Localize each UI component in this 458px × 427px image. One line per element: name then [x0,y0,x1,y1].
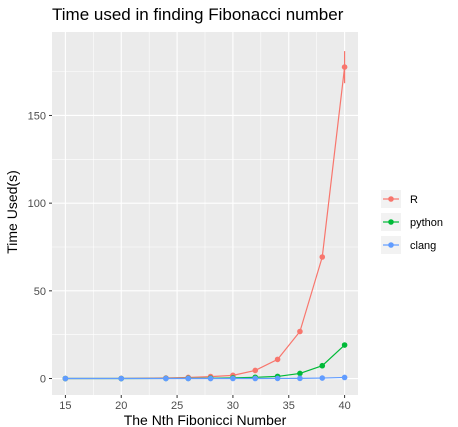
legend-label: R [410,194,418,206]
data-point-clang [252,375,259,382]
x-axis-title: The Nth Fibonicci Number [124,412,287,427]
x-tick-label: 30 [227,400,239,412]
y-axis: 0 50 100 150 [28,110,52,386]
legend-item-r: R [381,190,418,208]
x-tick-label: 15 [59,400,71,412]
y-tick-label: 50 [34,286,46,298]
data-point-clang [319,375,326,381]
data-point-r [274,356,281,363]
data-point-clang [274,375,281,382]
data-point-r [341,64,348,70]
data-point-r [297,328,303,335]
data-point-clang [297,375,303,382]
data-point-python [341,342,348,348]
legend-item-python: python [381,213,443,231]
x-tick-label: 20 [115,400,127,412]
data-point-clang [118,375,125,382]
data-point-r [252,367,259,374]
legend-item-clang: clang [381,236,436,254]
chart-title: Time used in finding Fibonacci number [52,5,344,24]
data-point-r [319,254,326,260]
data-point-python [319,362,326,369]
data-point-clang [185,375,192,382]
x-tick-label: 35 [283,400,295,412]
data-point-clang [207,375,214,382]
legend-label: clang [410,240,436,252]
legend-key-point [388,242,394,248]
series-layer [62,51,348,382]
minor-gridlines [52,32,358,395]
series-clang [62,374,348,382]
legend-key-point [388,219,394,225]
data-point-python [297,370,303,377]
x-tick-label: 40 [338,400,350,412]
legend-key-point [388,196,394,202]
y-tick-label: 0 [40,374,46,386]
legend-label: python [410,217,443,229]
y-axis-title: Time Used(s) [4,170,20,254]
data-point-clang [341,374,348,381]
data-point-clang [62,375,69,382]
data-point-clang [230,375,236,382]
data-point-clang [163,375,169,382]
y-tick-label: 150 [28,110,46,122]
x-tick-label: 25 [171,400,183,412]
x-axis: 15 20 25 30 35 40 [59,395,351,412]
y-tick-label: 100 [28,198,46,210]
